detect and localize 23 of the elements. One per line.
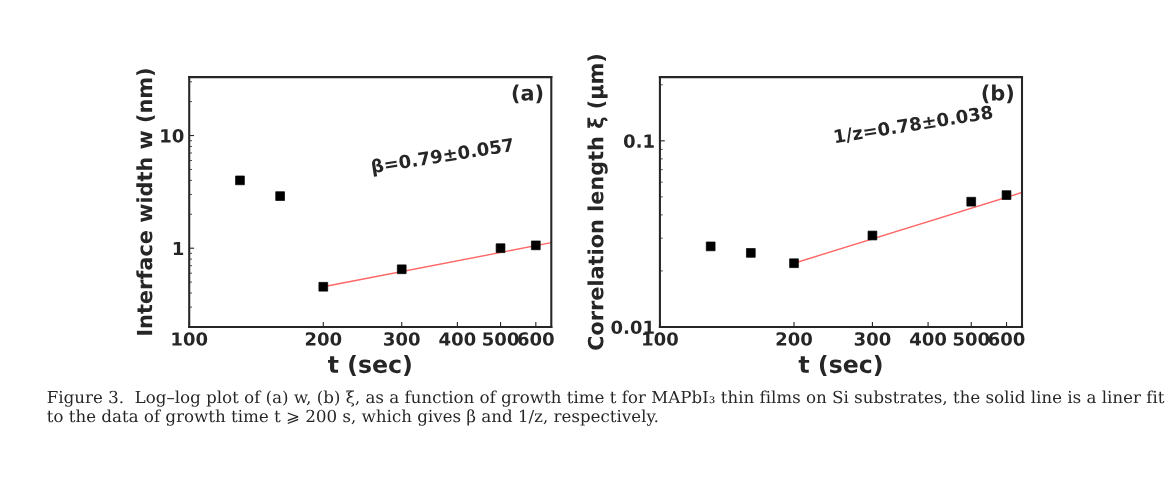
x-tick-label: 500: [483, 332, 519, 346]
x-tick-label: 600: [518, 332, 554, 346]
x-tick-label: 200: [305, 332, 342, 346]
x-tick-label: 100: [172, 332, 208, 346]
caption: Figure 3. Log–log plot of (a) w, (b) ξ, as a function of growth time t for MAPbI₃ thin films on Si substrates, the solid line is a liner fit to the data of growth time t ⩾ 200 s, which gives β and 1/z, respectively.: [47, 390, 1165, 426]
x-tick-label: 400: [910, 332, 947, 346]
x-tick-label: 100: [643, 332, 678, 346]
x-tick-label: 400: [439, 332, 476, 346]
annotation: (a): [512, 84, 543, 104]
y-axis-title: Interface width w (nm): [136, 69, 155, 335]
x-tick-label: 200: [776, 332, 812, 346]
x-tick-label: 300: [384, 332, 420, 346]
annotation: (b): [982, 84, 1013, 104]
x-axis-title: t (sec): [327, 354, 411, 376]
y-tick-label: 1: [173, 241, 184, 256]
y-axis-title: Correlation length ξ (μm): [587, 54, 608, 350]
x-axis-title: t (sec): [798, 354, 882, 376]
y-tick-label: 10: [161, 128, 184, 143]
x-tick-label: 300: [854, 332, 891, 346]
x-tick-label: 600: [988, 332, 1025, 346]
y-tick-label: 0.01: [611, 320, 654, 335]
y-tick-label: 0.1: [623, 134, 654, 148]
x-tick-label: 500: [953, 332, 990, 346]
